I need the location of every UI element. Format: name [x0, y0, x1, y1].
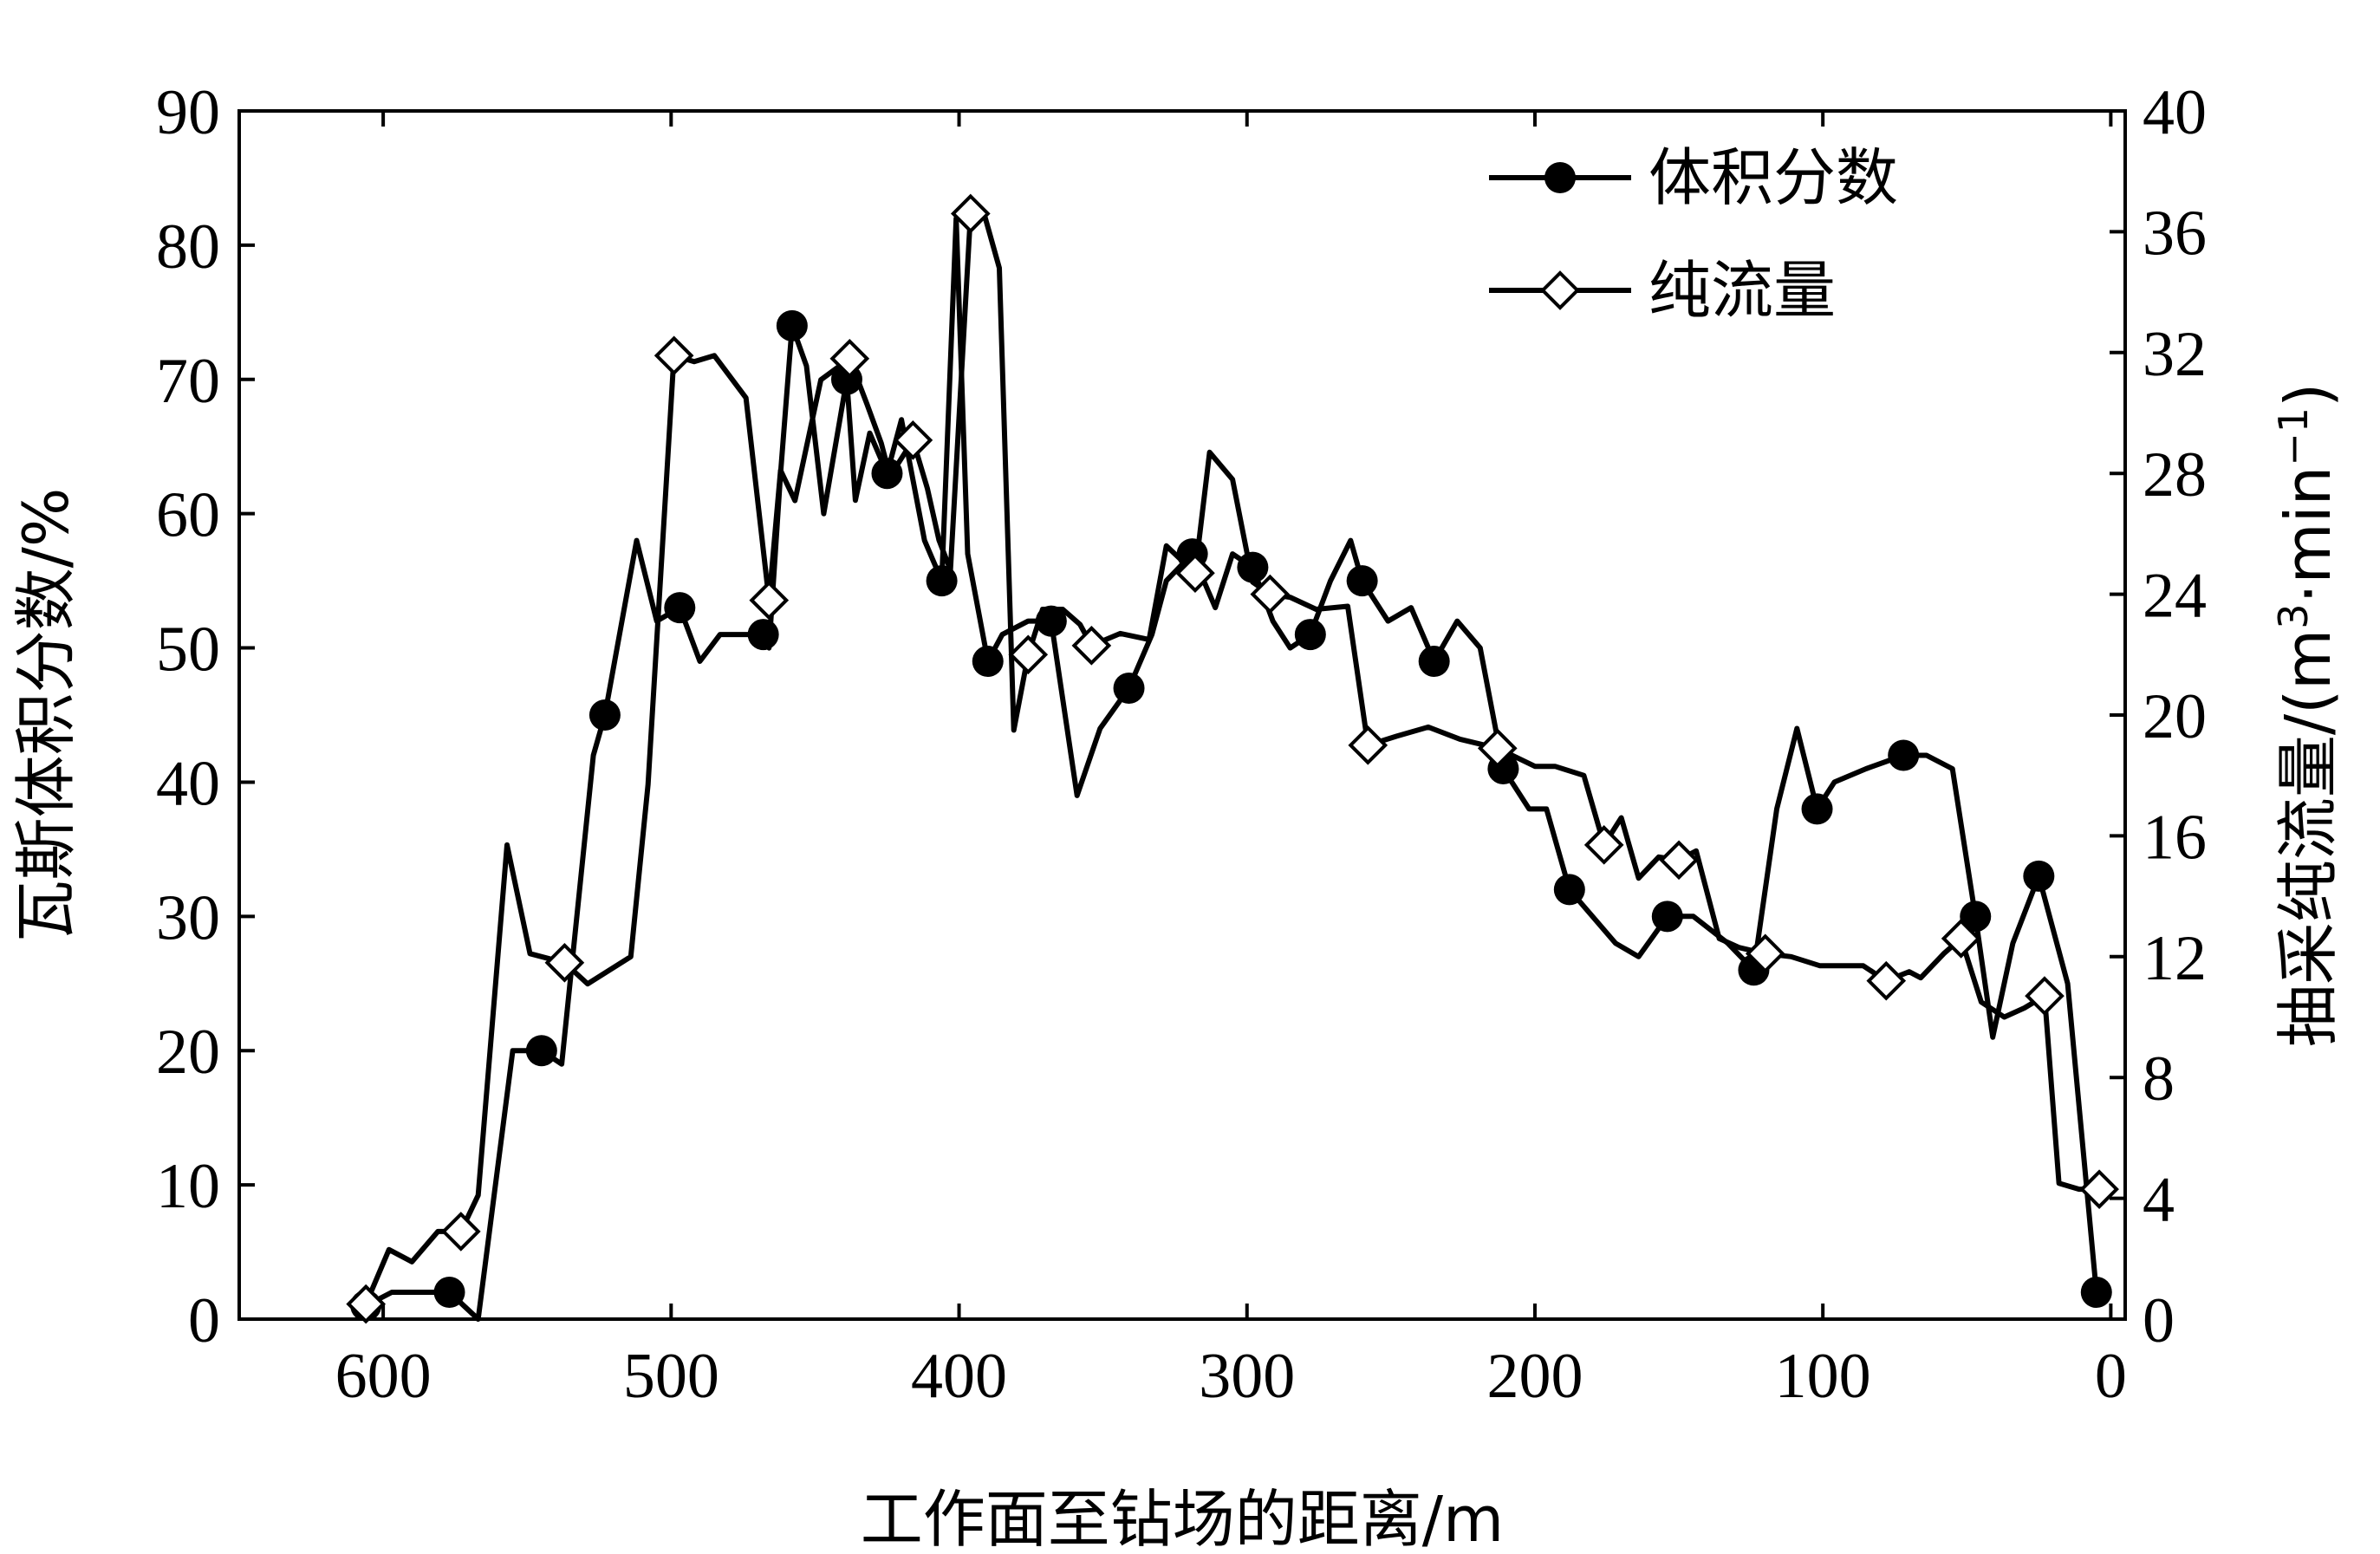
x-tick-label: 300 [1199, 1341, 1295, 1412]
data-point-diamond [829, 338, 870, 379]
data-point-diamond [1745, 933, 1785, 974]
legend-label-2: 纯流量 [1648, 254, 1836, 327]
data-point-circle [664, 592, 696, 624]
y-right-title-end: ) [2272, 383, 2344, 407]
y-left-tick-label: 40 [156, 748, 220, 819]
y-right-title-mid: ·min [2272, 466, 2344, 604]
data-point-circle [747, 619, 779, 651]
legend-marker-circle [1544, 162, 1576, 193]
data-point-diamond [544, 942, 585, 983]
legend: 体积分数 纯流量 [1489, 141, 1898, 327]
y-left-tick-label: 20 [156, 1017, 220, 1088]
series-layer [346, 193, 2119, 1324]
x-tick-label: 400 [911, 1341, 1007, 1412]
tick-labels: 600 500 400 300 200 100 0010203040506070809004… [156, 77, 2207, 1412]
data-point-diamond [893, 420, 933, 460]
y-left-tick-label: 90 [156, 77, 220, 148]
data-point-diamond [1583, 825, 1624, 865]
axis-ticks [239, 109, 2125, 1321]
data-point-circle [1801, 793, 1833, 825]
x-tick-label: 500 [623, 1341, 719, 1412]
data-point-circle [1346, 565, 1378, 597]
y-left-tick-label: 50 [156, 614, 220, 686]
data-point-circle [1237, 551, 1269, 583]
y-right-tick-label: 24 [2143, 561, 2207, 632]
data-point-diamond [950, 193, 991, 234]
data-point-circle [588, 699, 621, 731]
x-axis-title: 工作面至钻场的距离/m [861, 1483, 1504, 1554]
data-point-circle [1113, 673, 1145, 705]
data-point-diamond [346, 1284, 387, 1324]
data-point-circle [525, 1035, 557, 1067]
y-right-axis-title: 抽采纯流量/(m3·min−1) [2270, 383, 2344, 1047]
y-right-tick-label: 40 [2143, 77, 2207, 148]
data-point-circle [1418, 646, 1450, 678]
y-right-tick-label: 32 [2143, 319, 2207, 390]
data-point-circle [1960, 901, 1992, 933]
data-point-circle [2080, 1277, 2112, 1309]
data-point-diamond [749, 580, 790, 621]
y-left-tick-label: 30 [156, 882, 220, 953]
data-point-circle [926, 565, 958, 597]
data-point-circle [2023, 860, 2055, 892]
data-point-diamond [1477, 728, 1518, 769]
y-left-tick-label: 10 [156, 1151, 220, 1222]
legend-label-1: 体积分数 [1648, 141, 1898, 214]
x-tick-label: 200 [1486, 1341, 1583, 1412]
data-point-circle [1553, 874, 1585, 906]
data-point-diamond [1659, 840, 1699, 881]
y-right-title-main: 抽采纯流量/(m [2272, 629, 2344, 1048]
x-tick-label: 600 [335, 1341, 432, 1412]
data-point-diamond [654, 335, 694, 376]
y-left-axis-title: 瓦斯体积分数/% [10, 488, 82, 943]
data-point-circle [776, 309, 808, 341]
data-point-circle [433, 1277, 465, 1309]
x-tick-label: 100 [1775, 1341, 1871, 1412]
y-right-title-sup2: −1 [2270, 407, 2317, 466]
y-left-tick-label: 80 [156, 211, 220, 283]
y-right-tick-label: 20 [2143, 681, 2207, 752]
data-point-diamond [1866, 960, 1907, 1001]
data-point-diamond [1175, 553, 1215, 594]
y-right-tick-label: 0 [2143, 1285, 2175, 1356]
data-point-diamond [1008, 634, 1049, 675]
series-line-2 [363, 211, 2100, 1305]
y-right-title-sup1: 3 [2270, 603, 2317, 628]
data-point-circle [972, 646, 1004, 678]
data-point-diamond [2025, 976, 2065, 1016]
series-line-1 [364, 215, 2099, 1322]
legend-marker-diamond [1540, 270, 1580, 310]
data-point-diamond [1348, 725, 1388, 765]
data-point-circle [1888, 739, 1920, 771]
data-point-diamond [1071, 626, 1112, 666]
plot-frame [237, 109, 2127, 1321]
y-right-tick-label: 28 [2143, 439, 2207, 510]
x-tick-label: 0 [2095, 1341, 2127, 1412]
y-left-tick-label: 70 [156, 346, 220, 417]
data-point-diamond [1941, 919, 1981, 959]
y-left-tick-label: 0 [188, 1285, 220, 1356]
data-point-circle [1294, 619, 1326, 651]
y-right-tick-label: 12 [2143, 923, 2207, 994]
y-right-tick-label: 36 [2143, 198, 2207, 269]
y-left-tick-label: 60 [156, 480, 220, 551]
y-right-tick-label: 8 [2143, 1044, 2175, 1115]
data-point-circle [1651, 901, 1683, 933]
data-point-diamond [440, 1212, 481, 1252]
data-point-diamond [1250, 574, 1291, 614]
data-point-diamond [2079, 1169, 2119, 1209]
y-right-tick-label: 4 [2143, 1165, 2175, 1236]
y-right-tick-label: 16 [2143, 802, 2207, 873]
